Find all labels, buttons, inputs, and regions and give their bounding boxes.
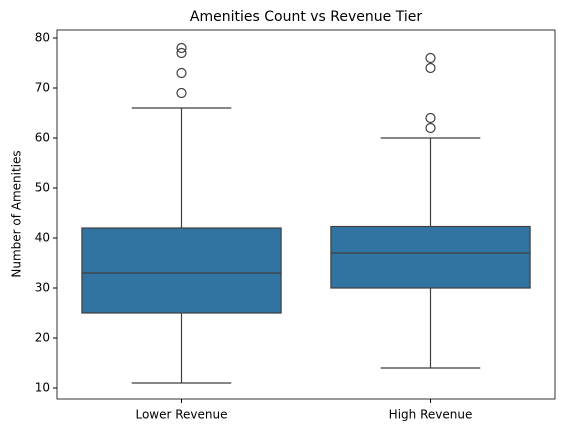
x-tick-label: Lower Revenue (135, 408, 227, 422)
y-tick-label: 30 (35, 281, 50, 295)
y-tick-label: 70 (35, 81, 50, 95)
y-tick-label: 20 (35, 331, 50, 345)
y-tick-label: 40 (35, 231, 50, 245)
outlier (425, 122, 436, 134)
y-axis-label: Number of Amenities (10, 150, 24, 277)
y-tick-label: 80 (35, 31, 50, 45)
y-tick-label: 50 (35, 181, 50, 195)
box (81, 227, 282, 314)
plot-frame (56, 29, 556, 400)
outlier (176, 42, 187, 54)
outlier (176, 67, 187, 79)
x-tick-label: High Revenue (389, 408, 473, 422)
outlier (425, 52, 436, 64)
y-tick-label: 10 (35, 381, 50, 395)
outlier (425, 112, 436, 124)
outlier (176, 47, 187, 59)
box (330, 225, 531, 289)
chart-title: Amenities Count vs Revenue Tier (190, 9, 422, 25)
outlier (425, 62, 436, 74)
outlier (176, 87, 187, 99)
y-tick-label: 60 (35, 131, 50, 145)
